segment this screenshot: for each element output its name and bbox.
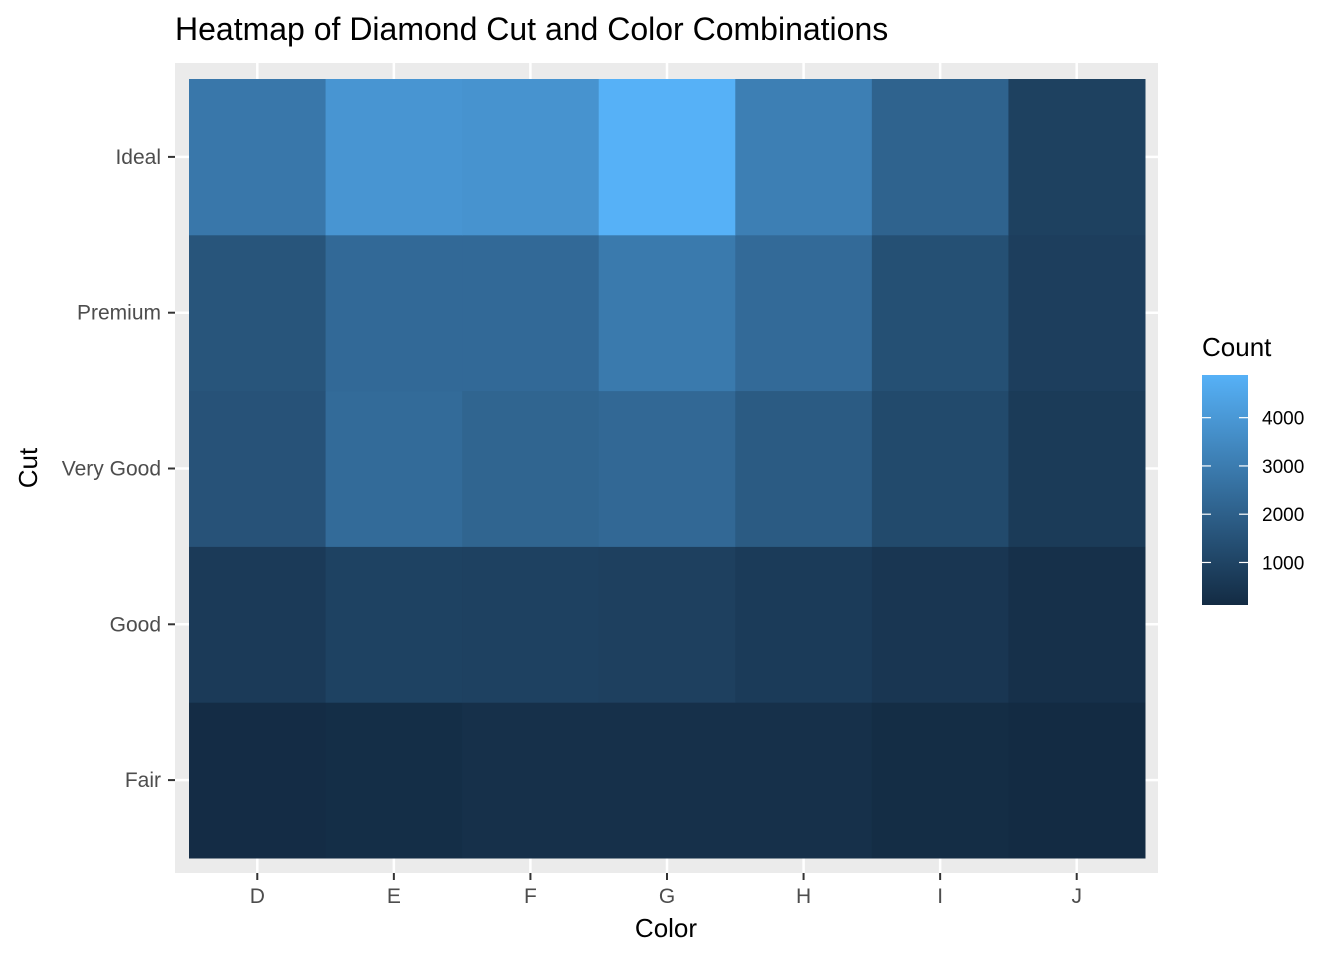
heatmap-cell [189,234,327,392]
heatmap-cell [1008,79,1146,236]
heatmap-cell [871,234,1009,392]
y-tick-label: Good [110,613,161,636]
heatmap-cell [735,79,873,236]
heatmap-cell [598,702,736,859]
legend-tick-label: 1000 [1262,553,1304,574]
legend-ticks: 1000 2000 3000 4000 [1202,409,1304,574]
legend-tick-label: 3000 [1262,457,1304,478]
y-axis: Fair Good Very Good Premium Ideal [62,146,175,792]
heatmap-cell [871,702,1009,859]
heatmap-cell [462,79,600,236]
y-tick-label: Ideal [115,146,161,169]
heatmap-cell [189,79,327,236]
x-tick-label: I [937,885,943,908]
heatmap-cell [462,702,600,859]
heatmap-cell [735,702,873,859]
heatmap-cell [735,546,873,703]
heatmap-cell [325,702,463,859]
heatmap-cell [325,234,463,392]
legend-tick-label: 4000 [1262,409,1304,430]
heatmap-cell [735,390,873,547]
heatmap-cell [598,79,736,236]
y-tick-label: Fair [125,769,161,792]
heatmap-cell [325,79,463,236]
legend-tick-label: 2000 [1262,505,1304,526]
x-tick-label: F [524,885,537,908]
x-tick-label: E [387,885,401,908]
heatmap-cell [462,546,600,703]
heatmap-cell [189,546,327,703]
x-axis-title: Color [635,913,697,943]
heatmap-cell [598,234,736,392]
x-tick-label: D [250,885,265,908]
heatmap-cell [871,390,1009,547]
heatmap-cell [871,546,1009,703]
heatmap-cell [1008,390,1146,547]
heatmap-cell [325,390,463,547]
heatmap-cell [871,79,1009,236]
heatmap-cell [598,546,736,703]
heatmap-cells [189,79,1146,859]
heatmap-cell [189,390,327,547]
y-axis-title: Cut [13,447,43,488]
heatmap-cell [735,234,873,392]
x-tick-label: H [796,885,811,908]
y-tick-label: Very Good [62,458,161,481]
chart-title: Heatmap of Diamond Cut and Color Combina… [175,11,888,47]
heatmap-cell [462,390,600,547]
heatmap-cell [189,702,327,859]
x-tick-label: J [1071,885,1082,908]
y-tick-label: Premium [77,302,161,325]
heatmap-cell [1008,546,1146,703]
x-axis: D E F G H I J [250,873,1082,908]
legend-title: Count [1202,332,1272,362]
legend: Count 1000 2000 3000 4000 [1202,332,1304,605]
legend-colorbar [1202,375,1248,605]
heatmap-cell [325,546,463,703]
heatmap-cell [1008,702,1146,859]
heatmap-cell [598,390,736,547]
x-tick-label: G [659,885,675,908]
heatmap-cell [1008,234,1146,392]
heatmap-cell [462,234,600,392]
